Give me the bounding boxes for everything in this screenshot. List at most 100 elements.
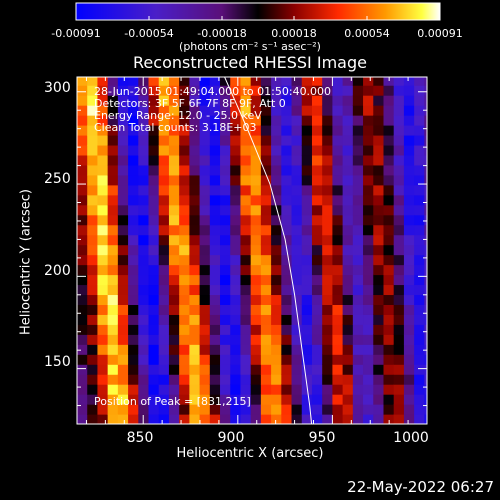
heatmap-cell bbox=[87, 334, 99, 345]
heatmap-cell bbox=[424, 254, 427, 266]
heatmap-cell bbox=[158, 374, 170, 385]
heatmap-cell bbox=[260, 105, 272, 116]
heatmap-cell bbox=[148, 274, 160, 286]
heatmap-cell bbox=[199, 234, 211, 246]
heatmap-cell bbox=[363, 264, 374, 276]
y-tick-label: 250 bbox=[44, 171, 71, 187]
heatmap-cell bbox=[128, 174, 139, 186]
heatmap-cell bbox=[189, 124, 201, 136]
heatmap-cell bbox=[260, 77, 272, 86]
heatmap-cell bbox=[240, 304, 252, 315]
heatmap-cell bbox=[209, 77, 221, 86]
heatmap-cell bbox=[179, 374, 190, 385]
heatmap-cell bbox=[138, 234, 150, 246]
heatmap-cell bbox=[291, 234, 303, 246]
heatmap-cell bbox=[199, 274, 211, 286]
heatmap-cell bbox=[220, 194, 231, 206]
heatmap-cell bbox=[87, 264, 99, 276]
heatmap-cell bbox=[189, 294, 201, 305]
heatmap-cell bbox=[301, 234, 313, 246]
heatmap-cell bbox=[373, 394, 385, 405]
heatmap-cell bbox=[107, 95, 119, 106]
heatmap-cell bbox=[117, 384, 129, 395]
heatmap-cell bbox=[97, 234, 109, 246]
heatmap-cell bbox=[240, 144, 252, 156]
heatmap-cell bbox=[424, 154, 427, 166]
heatmap-cell bbox=[158, 264, 170, 276]
colorbar-tick-label: -0.00091 bbox=[51, 27, 101, 40]
heatmap-cell bbox=[373, 164, 385, 176]
heatmap-cell bbox=[271, 414, 282, 424]
heatmap-cell bbox=[250, 314, 262, 325]
heatmap-cell bbox=[271, 115, 282, 126]
heatmap-cell bbox=[199, 115, 211, 126]
annotation-energy-range: Energy Range: 12.0 - 25.0 keV bbox=[94, 109, 262, 122]
heatmap-cell bbox=[209, 304, 221, 315]
annotation-time-range: 28-Jun-2015 01:49:04.000 to 01:50:40.000 bbox=[94, 85, 332, 98]
heatmap-cell bbox=[107, 394, 119, 405]
heatmap-cells bbox=[77, 77, 427, 424]
heatmap-cell bbox=[281, 344, 293, 355]
heatmap-cell bbox=[128, 244, 139, 256]
heatmap-cell bbox=[158, 144, 170, 156]
heatmap-cell bbox=[383, 414, 395, 424]
heatmap-cell bbox=[393, 294, 405, 305]
heatmap-cell bbox=[77, 404, 88, 415]
heatmap-cell bbox=[128, 274, 139, 286]
heatmap-cell bbox=[179, 194, 190, 206]
heatmap-cell bbox=[260, 85, 272, 96]
heatmap-cell bbox=[87, 194, 99, 206]
heatmap-cell bbox=[383, 284, 395, 296]
heatmap-cell bbox=[311, 254, 323, 266]
heatmap-cell bbox=[271, 234, 282, 246]
heatmap-cell bbox=[209, 264, 221, 276]
heatmap-cell bbox=[311, 184, 323, 196]
heatmap-cell bbox=[281, 174, 293, 186]
heatmap-cell bbox=[322, 324, 334, 335]
heatmap-cell bbox=[148, 134, 160, 146]
heatmap-cell bbox=[271, 134, 282, 146]
heatmap-cell bbox=[332, 324, 344, 335]
heatmap-cell bbox=[240, 105, 252, 116]
heatmap-cell bbox=[403, 77, 415, 86]
heatmap-cell bbox=[158, 414, 170, 424]
heatmap-cell bbox=[393, 134, 405, 146]
heatmap-cell bbox=[209, 274, 221, 286]
heatmap-cell bbox=[352, 254, 364, 266]
heatmap-cell bbox=[301, 115, 313, 126]
heatmap-cell bbox=[403, 164, 415, 176]
colorbar-unit-label: (photons cm⁻² s⁻¹ asec⁻²) bbox=[179, 40, 321, 53]
heatmap-cell bbox=[352, 214, 364, 226]
heatmap-cell bbox=[363, 154, 374, 166]
heatmap-cell bbox=[260, 384, 272, 395]
heatmap-cell bbox=[424, 374, 427, 385]
heatmap-cell bbox=[352, 105, 364, 116]
heatmap-cell bbox=[342, 164, 354, 176]
heatmap-cell bbox=[189, 144, 201, 156]
heatmap-cell bbox=[332, 134, 344, 146]
heatmap-cell bbox=[373, 95, 385, 106]
heatmap-cell bbox=[179, 294, 190, 305]
heatmap-cell bbox=[209, 254, 221, 266]
heatmap-cell bbox=[107, 324, 119, 335]
heatmap-cell bbox=[383, 404, 395, 415]
heatmap-cell bbox=[424, 314, 427, 325]
heatmap-cell bbox=[158, 134, 170, 146]
heatmap-cell bbox=[352, 244, 364, 256]
heatmap-cell bbox=[414, 414, 425, 424]
heatmap-cell bbox=[220, 214, 231, 226]
heatmap-cell bbox=[77, 284, 88, 296]
heatmap-cell bbox=[148, 214, 160, 226]
heatmap-cell bbox=[199, 374, 211, 385]
heatmap-cell bbox=[260, 124, 272, 136]
heatmap-cell bbox=[311, 174, 323, 186]
heatmap-cell bbox=[383, 344, 395, 355]
heatmap-cell bbox=[311, 294, 323, 305]
heatmap-cell bbox=[332, 334, 344, 345]
heatmap-cell bbox=[97, 404, 109, 415]
heatmap-cell bbox=[322, 244, 334, 256]
heatmap-cell bbox=[403, 284, 415, 296]
heatmap-cell bbox=[87, 394, 99, 405]
heatmap-cell bbox=[260, 194, 272, 206]
heatmap-cell bbox=[383, 374, 395, 385]
